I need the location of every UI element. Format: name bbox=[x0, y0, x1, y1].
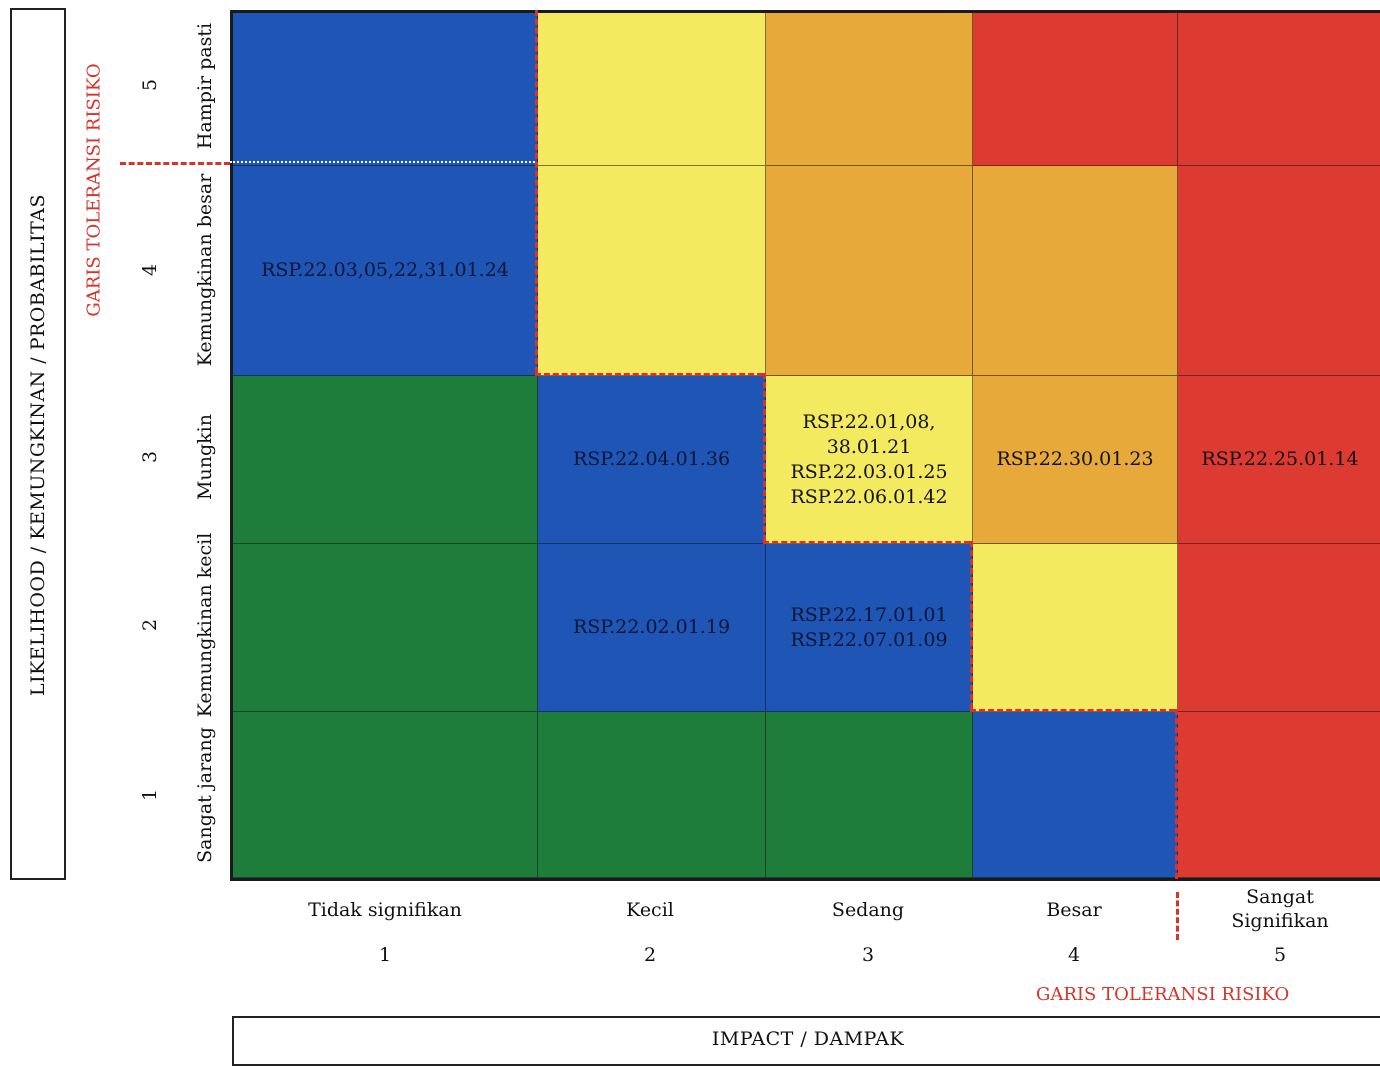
y-tolerance-label: GARIS TOLERANSI RISIKO bbox=[84, 63, 105, 316]
cell-r4-c5 bbox=[1178, 166, 1380, 376]
tolerance-line-seg-5 bbox=[763, 541, 970, 544]
cell-r2-c5 bbox=[1178, 544, 1380, 712]
row-number-1: 1 bbox=[139, 789, 161, 801]
col-name-5: Sangat Signifikan bbox=[1231, 885, 1328, 933]
cell-r1-c3 bbox=[766, 712, 973, 878]
col-number-3: 3 bbox=[862, 944, 874, 966]
col-name-4: Besar bbox=[1046, 898, 1101, 922]
cell-r4-c3 bbox=[766, 166, 973, 376]
row-name-3: Mungkin bbox=[194, 414, 216, 500]
cell-r2-c2: RSP.22.02.01.19 bbox=[538, 544, 766, 712]
x-axis-title: IMPACT / DAMPAK bbox=[712, 1028, 904, 1050]
tolerance-line-seg-9 bbox=[1176, 892, 1179, 940]
cell-r3-c5: RSP.22.25.01.14 bbox=[1178, 376, 1380, 544]
cell-r3-c3: RSP.22.01,08, 38.01.21 RSP.22.03.01.25 R… bbox=[766, 376, 973, 544]
row-name-4: Kemungkinan besar bbox=[194, 174, 216, 367]
cell-r1-c1 bbox=[233, 712, 538, 878]
tolerance-line-seg-3 bbox=[535, 373, 763, 376]
col-name-3: Sedang bbox=[832, 898, 904, 922]
cell-r2-c4 bbox=[973, 544, 1178, 712]
tolerance-line-seg-2 bbox=[535, 10, 538, 373]
cell-r5-c1 bbox=[233, 13, 538, 166]
risk-matrix: RSP.22.03,05,22,31.01.24 RSP.22.04.01.36… bbox=[230, 10, 1380, 881]
tolerance-line-seg-4 bbox=[763, 373, 766, 541]
row-number-3: 3 bbox=[139, 451, 161, 463]
tolerance-line-seg-8 bbox=[1175, 709, 1178, 879]
cell-r4-c1: RSP.22.03,05,22,31.01.24 bbox=[233, 166, 538, 376]
cell-r1-c5 bbox=[1178, 712, 1380, 878]
y-axis-title: LIKELIHOOD / KEMUNGKINAN / PROBABILITAS bbox=[27, 194, 49, 696]
cell-r4-c4 bbox=[973, 166, 1178, 376]
tolerance-line-seg-1 bbox=[120, 162, 230, 165]
cell-r4-c2 bbox=[538, 166, 766, 376]
cell-r2-c3: RSP.22.17.01.01 RSP.22.07.01.09 bbox=[766, 544, 973, 712]
row-number-4: 4 bbox=[139, 264, 161, 276]
cell-r3-c1 bbox=[233, 376, 538, 544]
tolerance-line-seg-6 bbox=[970, 541, 973, 709]
cell-r5-c3 bbox=[766, 13, 973, 166]
row-name-1: Sangat jarang bbox=[194, 727, 216, 863]
cell-r1-c2 bbox=[538, 712, 766, 878]
col-name-2: Kecil bbox=[626, 898, 674, 922]
row-name-2: Kemungkinan kecil bbox=[194, 533, 216, 718]
col-number-4: 4 bbox=[1068, 944, 1080, 966]
col-name-1: Tidak signifikan bbox=[308, 898, 462, 922]
cell-r5-c2 bbox=[538, 13, 766, 166]
cell-r2-c1 bbox=[233, 544, 538, 712]
row-number-2: 2 bbox=[139, 619, 161, 631]
col-number-1: 1 bbox=[379, 944, 391, 966]
cell-r5-c5 bbox=[1178, 13, 1380, 166]
col-number-2: 2 bbox=[644, 944, 656, 966]
tolerance-line-white-1 bbox=[230, 161, 535, 163]
tolerance-line-seg-7 bbox=[970, 709, 1175, 712]
cell-r3-c4: RSP.22.30.01.23 bbox=[973, 376, 1178, 544]
x-tolerance-label: GARIS TOLERANSI RISIKO bbox=[1036, 984, 1289, 1005]
cell-r3-c2: RSP.22.04.01.36 bbox=[538, 376, 766, 544]
row-name-5: Hampir pasti bbox=[194, 23, 216, 149]
col-number-5: 5 bbox=[1274, 944, 1286, 966]
row-number-5: 5 bbox=[139, 79, 161, 91]
cell-r5-c4 bbox=[973, 13, 1178, 166]
cell-r1-c4 bbox=[973, 712, 1178, 878]
